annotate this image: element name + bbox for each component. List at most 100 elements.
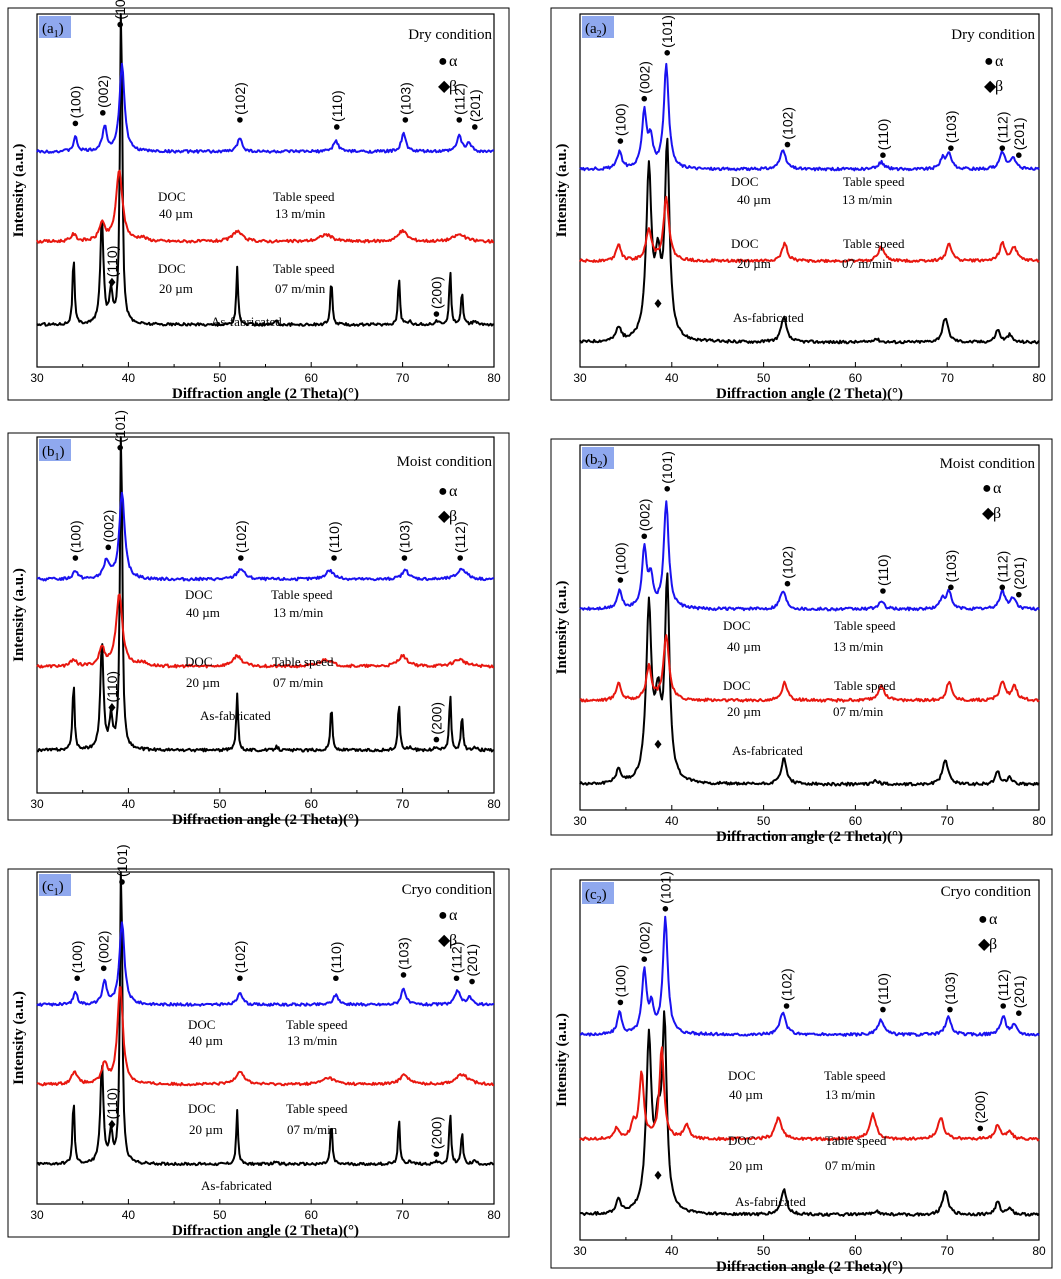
peak-label: (103) bbox=[943, 110, 959, 143]
alpha-marker bbox=[999, 145, 1006, 151]
series-label: 20 µm bbox=[727, 704, 761, 719]
x-tick-label: 70 bbox=[396, 797, 410, 811]
panel-label-background bbox=[39, 874, 71, 896]
peak-label: (112) bbox=[994, 551, 1010, 583]
alpha-marker bbox=[105, 544, 112, 551]
peak-label: (101) bbox=[659, 15, 675, 48]
alpha-marker bbox=[433, 1151, 440, 1157]
series-label: 07 m/min bbox=[833, 704, 884, 719]
series-line-doc-40 bbox=[36, 62, 495, 154]
peak-label: (201) bbox=[1011, 118, 1027, 151]
series-line-doc-20 bbox=[36, 986, 495, 1087]
alpha-marker bbox=[1016, 1010, 1022, 1016]
series-label: 40 µm bbox=[186, 605, 220, 620]
series-label: 20 µm bbox=[729, 1158, 763, 1173]
peak-label: (101) bbox=[657, 871, 673, 904]
peak-label: (101) bbox=[114, 844, 130, 877]
beta-marker bbox=[108, 277, 116, 287]
series-label: Table speed bbox=[824, 1068, 886, 1083]
x-tick-label: 60 bbox=[849, 371, 863, 385]
panel-label-badge: (b2) bbox=[582, 447, 614, 471]
panel-frame bbox=[7, 7, 510, 401]
x-tick-label: 30 bbox=[573, 371, 587, 385]
x-tick-label: 40 bbox=[122, 371, 136, 385]
peak-label: (200) bbox=[428, 276, 444, 309]
x-tick-label: 40 bbox=[122, 1208, 136, 1222]
alpha-marker bbox=[947, 1006, 953, 1013]
panel-b2: 30 40 50 60 70 80 Diffraction angle (2 Theta)(… bbox=[550, 438, 1053, 845]
alpha-marker bbox=[237, 975, 243, 982]
peak-label: (101) bbox=[112, 0, 128, 20]
alpha-marker bbox=[948, 584, 954, 591]
series-line-doc-20 bbox=[579, 195, 1040, 264]
alpha-marker bbox=[662, 906, 669, 912]
legend-marker: ◆ bbox=[438, 932, 451, 949]
x-tick-label: 60 bbox=[305, 1208, 319, 1222]
legend-marker: ◆ bbox=[984, 78, 997, 95]
series-label: 07 m/min bbox=[273, 675, 324, 690]
panel-frame bbox=[7, 432, 510, 821]
series-line-doc-20 bbox=[36, 169, 495, 244]
alpha-marker bbox=[100, 110, 106, 116]
legend-label: α bbox=[449, 907, 458, 924]
series-label: DOC bbox=[158, 261, 185, 276]
series-line-as-fabricated bbox=[579, 572, 1040, 787]
alpha-marker bbox=[433, 311, 440, 317]
alpha-marker bbox=[784, 141, 791, 148]
alpha-marker bbox=[1000, 1003, 1006, 1009]
series-label: As-fabricated bbox=[733, 310, 804, 325]
panel-label-background bbox=[582, 447, 614, 469]
series-label: 40 µm bbox=[729, 1087, 763, 1102]
alpha-marker bbox=[1016, 152, 1022, 158]
series-label: DOC bbox=[723, 618, 750, 633]
beta-marker bbox=[654, 1170, 662, 1180]
legend-label: β bbox=[449, 932, 457, 949]
alpha-marker bbox=[641, 533, 648, 540]
x-tick-label: 50 bbox=[213, 1208, 227, 1222]
peak-label: (201) bbox=[467, 89, 483, 122]
x-tick-label: 30 bbox=[30, 797, 44, 811]
peak-label: (112) bbox=[995, 969, 1011, 1001]
legend-label: α bbox=[993, 480, 1002, 497]
legend-label: β bbox=[993, 505, 1001, 522]
peak-label: (110) bbox=[875, 554, 891, 586]
peak-label: (002) bbox=[636, 499, 652, 532]
series-label: 07 m/min bbox=[842, 256, 893, 271]
condition-title: Cryo condition bbox=[941, 884, 1032, 900]
alpha-marker bbox=[664, 50, 671, 56]
peak-label: (100) bbox=[67, 520, 83, 553]
x-axis-label: Diffraction angle (2 Theta)(°) bbox=[172, 386, 359, 402]
series-label: Table speed bbox=[834, 618, 896, 633]
series-label: As-fabricated bbox=[735, 1194, 806, 1209]
peak-label: (201) bbox=[1011, 976, 1027, 1009]
series-label: DOC bbox=[185, 654, 212, 669]
alpha-marker bbox=[401, 555, 408, 561]
panel-label-background bbox=[39, 439, 71, 461]
x-tick-label: 40 bbox=[665, 814, 679, 828]
peak-label: (112) bbox=[449, 942, 465, 974]
y-axis-label: Intensity (a.u.) bbox=[11, 991, 27, 1085]
panel-label-badge: (a2) bbox=[582, 16, 614, 40]
alpha-marker bbox=[469, 978, 475, 985]
series-label: 20 µm bbox=[186, 675, 220, 690]
panel-label-badge: (b1) bbox=[39, 439, 71, 463]
series-label: Table speed bbox=[843, 174, 905, 189]
x-tick-label: 80 bbox=[1032, 371, 1046, 385]
series-line-as-fabricated bbox=[36, 871, 495, 1167]
series-label: 13 m/min bbox=[825, 1087, 876, 1102]
condition-title: Cryo condition bbox=[402, 882, 493, 898]
alpha-marker bbox=[664, 486, 671, 492]
peak-label: (112) bbox=[994, 111, 1010, 143]
y-axis-label: Intensity (a.u.) bbox=[554, 1013, 570, 1107]
legend-label: α bbox=[995, 53, 1004, 70]
peak-label: (102) bbox=[779, 968, 795, 1001]
x-tick-label: 80 bbox=[1032, 814, 1046, 828]
alpha-marker bbox=[977, 1125, 984, 1132]
panel-label-badge: (c2) bbox=[582, 882, 614, 906]
alpha-marker bbox=[641, 956, 648, 962]
x-tick-label: 50 bbox=[757, 814, 771, 828]
x-tick-label: 70 bbox=[396, 371, 410, 385]
series-label: Table speed bbox=[272, 654, 334, 669]
peak-label: (101) bbox=[659, 451, 675, 484]
y-axis-label: Intensity (a.u.) bbox=[554, 581, 570, 675]
